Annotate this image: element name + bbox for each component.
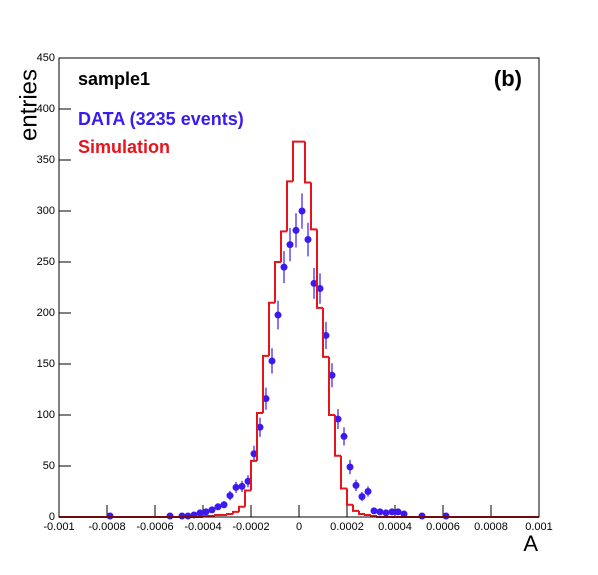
data-point xyxy=(346,463,354,471)
step-segment xyxy=(286,180,293,232)
data-point xyxy=(340,432,348,440)
y-tick-label: 0 xyxy=(49,511,55,523)
data-point xyxy=(232,483,240,491)
x-tick-label: 0.0008 xyxy=(474,521,508,533)
y-tick-label: 150 xyxy=(37,358,55,370)
data-point xyxy=(214,503,222,511)
data-point xyxy=(262,395,270,403)
step-segment xyxy=(346,488,353,506)
step-segment xyxy=(364,513,371,516)
y-tick-label: 100 xyxy=(37,409,55,421)
step-segment xyxy=(244,489,251,507)
y-tick-label: 400 xyxy=(37,103,55,115)
data-point xyxy=(334,415,342,423)
step-segment xyxy=(322,307,329,358)
y-tick-label: 50 xyxy=(43,460,55,472)
data-point xyxy=(376,508,384,516)
step-segment xyxy=(358,510,365,515)
y-tick-label: 200 xyxy=(37,307,55,319)
data-point xyxy=(106,512,114,520)
data-point xyxy=(202,508,210,516)
x-tick-label: -0.0008 xyxy=(88,521,125,533)
data-point xyxy=(418,512,426,520)
data-point xyxy=(358,493,366,501)
data-point xyxy=(400,510,408,518)
x-tick-label: 0.0004 xyxy=(378,521,412,533)
step-segment xyxy=(370,514,377,517)
step-segment xyxy=(268,301,275,356)
x-tick-label: 0 xyxy=(296,521,302,533)
data-point xyxy=(184,512,192,520)
annotation: (b) xyxy=(494,66,522,91)
data-point xyxy=(292,226,300,234)
data-point xyxy=(208,506,216,514)
step-segment xyxy=(214,513,221,516)
x-tick-label: 0.0002 xyxy=(330,521,364,533)
data-point xyxy=(328,371,336,379)
data-point xyxy=(268,357,276,365)
y-axis-label: entries xyxy=(15,69,42,141)
data-point xyxy=(238,482,246,490)
step-segment xyxy=(334,415,341,457)
step-segment xyxy=(352,504,359,512)
data-point xyxy=(322,331,330,339)
annotation: sample1 xyxy=(78,69,150,89)
step-segment xyxy=(340,455,347,490)
data-point xyxy=(298,207,306,215)
data-point xyxy=(220,501,228,509)
x-tick-label: -0.001 xyxy=(43,521,74,533)
data-point xyxy=(226,492,234,500)
x-tick-label: -0.0002 xyxy=(232,521,269,533)
data-point xyxy=(274,311,282,319)
step-segment xyxy=(310,182,317,231)
data-point xyxy=(178,512,186,520)
y-tick-label: 450 xyxy=(37,52,55,64)
data-point xyxy=(280,263,288,271)
x-tick-label: 0.0006 xyxy=(426,521,460,533)
y-tick-label: 300 xyxy=(37,205,55,217)
step-segment xyxy=(328,356,335,416)
step-segment xyxy=(250,459,257,491)
step-segment xyxy=(256,411,263,461)
y-tick-label: 350 xyxy=(37,154,55,166)
data-point xyxy=(442,512,450,520)
data-point xyxy=(256,423,264,431)
data-point xyxy=(166,512,174,520)
plot-frame xyxy=(58,57,540,518)
data-point xyxy=(286,241,294,249)
x-tick-label: -0.0004 xyxy=(184,521,221,533)
y-tick-label: 250 xyxy=(37,256,55,268)
data-point xyxy=(196,509,204,517)
data-point xyxy=(370,507,378,515)
step-segment xyxy=(280,230,287,262)
legend-entry: DATA (3235 events) xyxy=(78,109,244,129)
step-segment xyxy=(292,140,299,182)
data-point xyxy=(352,481,360,489)
legend-entry: Simulation xyxy=(78,137,170,157)
data-point xyxy=(364,488,372,495)
data-point xyxy=(244,477,252,485)
x-axis-label: A xyxy=(523,531,538,556)
step-segment xyxy=(304,141,311,184)
data-point xyxy=(316,285,324,293)
data-point xyxy=(382,509,390,517)
step-segment xyxy=(232,510,239,514)
step-segment xyxy=(226,512,233,515)
data-point xyxy=(388,508,396,516)
step-segment xyxy=(274,261,281,303)
x-tick-label: 0.001 xyxy=(525,521,553,533)
data-point xyxy=(310,279,318,287)
data-point xyxy=(394,508,402,516)
step-segment xyxy=(316,229,323,309)
data-point xyxy=(304,236,312,244)
step-segment xyxy=(238,505,245,512)
data-point xyxy=(250,450,258,458)
x-tick-label: -0.0006 xyxy=(136,521,173,533)
step-segment xyxy=(262,354,269,413)
